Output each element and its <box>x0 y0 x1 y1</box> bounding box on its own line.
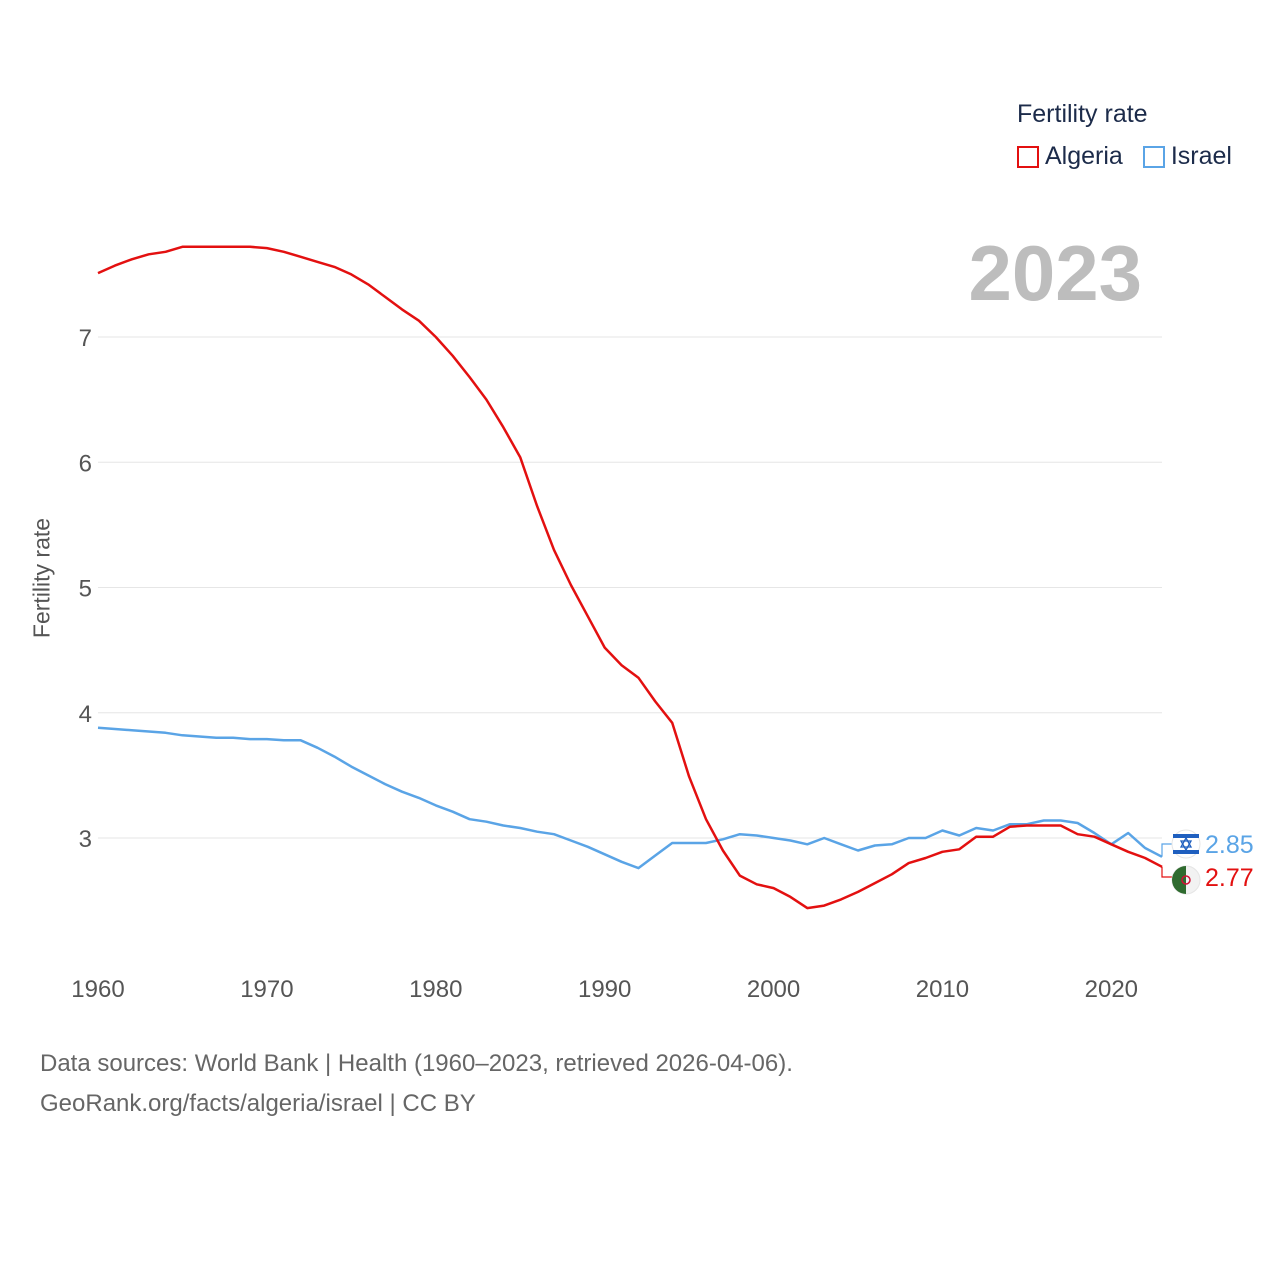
israel-star-icon-b <box>1179 840 1193 852</box>
y-tick-label: 6 <box>79 450 92 477</box>
israel-flag-stripe-top <box>1173 834 1199 838</box>
legend-label-algeria: Algeria <box>1045 142 1123 170</box>
legend: Algeria Israel <box>1017 142 1252 171</box>
legend-item-israel[interactable]: Israel <box>1142 142 1232 171</box>
series-line-algeria <box>97 245 1163 910</box>
footer-link[interactable]: GeoRank.org/facts/algeria/israel | CC BY <box>40 1090 476 1117</box>
x-tick-label: 1980 <box>409 976 462 1003</box>
legend-swatch-algeria <box>1017 145 1039 168</box>
israel-star-icon-a <box>1179 836 1193 848</box>
y-axis-label: Fertility rate <box>28 517 55 639</box>
end-value-label-israel: 2.85 <box>1205 831 1254 859</box>
footer-sources: Data sources: World Bank | Health (1960–… <box>40 1050 793 1077</box>
x-tick-label: 1970 <box>240 976 293 1003</box>
x-tick-label: 2000 <box>747 976 800 1003</box>
y-tick-label: 5 <box>79 576 92 603</box>
legend-title: Fertility rate <box>1017 100 1148 128</box>
legend-swatch-israel <box>1142 145 1165 168</box>
x-tick-label: 2020 <box>1085 976 1138 1003</box>
y-tick-label: 3 <box>79 826 92 853</box>
legend-item-algeria[interactable]: Algeria <box>1017 142 1123 171</box>
algeria-crescent-icon <box>1181 875 1191 885</box>
israel-flag-stripe-bottom <box>1173 850 1199 854</box>
algeria-flag-green-half <box>1172 866 1186 894</box>
y-tick-label: 7 <box>79 325 92 352</box>
x-tick-label: 2010 <box>916 976 969 1003</box>
end-value-label-algeria: 2.77 <box>1205 864 1254 892</box>
end-connector-israel <box>1161 843 1172 857</box>
year-label: 2023 <box>968 229 1142 317</box>
series-line-israel <box>97 726 1163 870</box>
x-tick-label: 1990 <box>578 976 631 1003</box>
end-connector-algeria <box>1161 866 1172 878</box>
footer: Data sources: World Bank | Health (1960–… <box>40 1044 793 1124</box>
x-tick-label: 1960 <box>71 976 124 1003</box>
legend-label-israel: Israel <box>1170 142 1232 170</box>
y-tick-label: 4 <box>79 701 92 728</box>
